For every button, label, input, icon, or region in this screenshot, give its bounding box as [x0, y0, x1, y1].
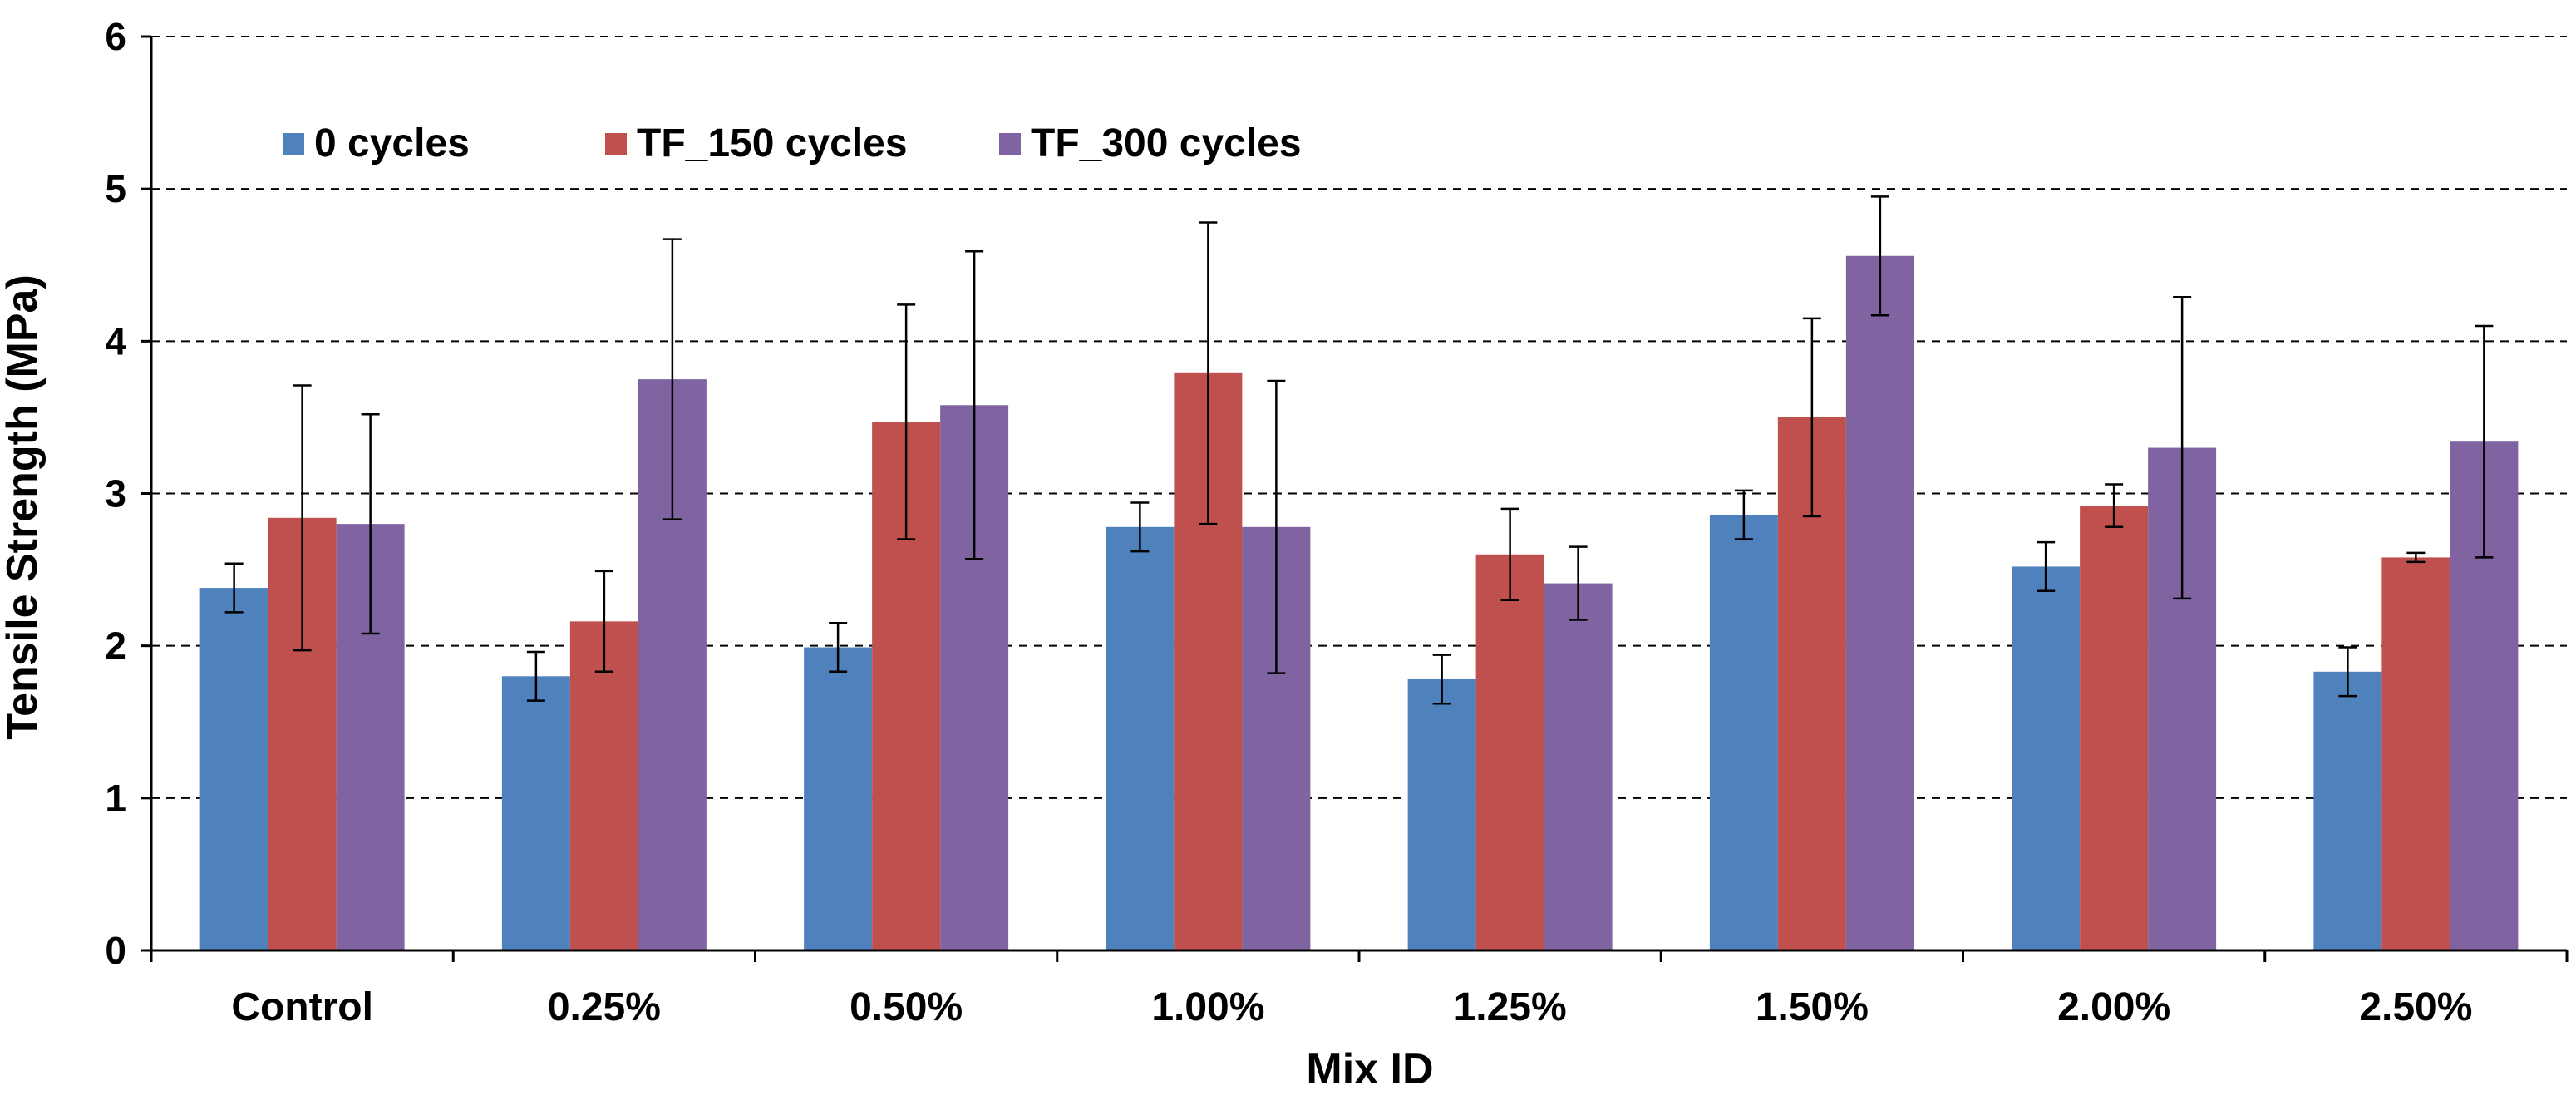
legend: 0 cycles TF_150 cycles TF_300 cycles: [283, 121, 1302, 165]
error-bar-tf-300-cycles-control: [361, 413, 380, 635]
x-tick-label-2-50: 2.50%: [2359, 985, 2472, 1029]
bar-tf-150-cycles-1-25: [1475, 554, 1544, 950]
bar-tf-150-cycles-2-50: [2381, 557, 2450, 950]
y-tick-labels: 0 1 2 3 4 5 6: [105, 15, 126, 972]
error-bar-tf-150-cycles-1-50: [1802, 317, 1821, 518]
error-bar-tf-150-cycles-2-50: [2406, 551, 2426, 564]
error-bar-tf-300-cycles-1-50: [1870, 195, 1889, 317]
y-tick-label-0: 0: [105, 929, 126, 972]
error-bar-0-cycles-1-25: [1432, 654, 1451, 705]
legend-label-0-cycles: 0 cycles: [314, 121, 470, 165]
bar-tf-150-cycles-2-00: [2080, 506, 2149, 950]
legend-label-tf-150-cycles: TF_150 cycles: [637, 121, 908, 165]
error-bar-tf-150-cycles-0-25: [594, 570, 613, 673]
y-tick-label-3: 3: [105, 472, 126, 515]
error-bar-tf-150-cycles-control: [293, 384, 312, 652]
y-tick-label-6: 6: [105, 15, 126, 58]
error-bar-0-cycles-2-50: [2338, 646, 2357, 698]
x-axis-title: Mix ID: [1306, 1045, 1433, 1093]
bar-tf-300-cycles-1-50: [1845, 255, 1914, 950]
error-bar-tf-150-cycles-2-00: [2105, 483, 2124, 529]
bar-0-cycles-2-50: [2313, 671, 2382, 950]
bars: [199, 255, 2519, 951]
legend-swatch-tf-150-cycles: [605, 133, 627, 155]
y-tick-label-4: 4: [105, 319, 126, 363]
bar-0-cycles-0-25: [501, 676, 570, 950]
error-bar-tf-300-cycles-0-25: [662, 238, 682, 520]
error-bar-tf-300-cycles-2-50: [2475, 324, 2494, 559]
bar-0-cycles-2-00: [2012, 566, 2081, 950]
x-tick-label-2-00: 2.00%: [2057, 985, 2170, 1029]
y-tick-label-5: 5: [105, 167, 126, 210]
legend-label-tf-300-cycles: TF_300 cycles: [1031, 121, 1302, 165]
bar-0-cycles-1-25: [1407, 678, 1476, 950]
error-bar-0-cycles-0-25: [526, 650, 545, 702]
legend-swatch-0-cycles: [283, 133, 304, 155]
axes: [141, 35, 2569, 962]
bar-0-cycles-1-00: [1106, 526, 1175, 950]
x-tick-label-control: Control: [231, 985, 373, 1029]
error-bar-0-cycles-1-00: [1130, 501, 1150, 553]
x-tick-label-1-00: 1.00%: [1151, 985, 1264, 1029]
bar-tf-150-cycles-0-25: [569, 621, 638, 950]
error-bar-0-cycles-1-50: [1734, 489, 1753, 540]
bar-0-cycles-1-50: [1709, 515, 1778, 950]
error-bar-tf-150-cycles-0-50: [897, 303, 916, 540]
error-bar-0-cycles-0-50: [829, 621, 848, 673]
error-bar-0-cycles-control: [224, 562, 244, 614]
y-axis-title: Tensile Strength (MPa): [0, 274, 47, 740]
x-tick-label-0-50: 0.50%: [850, 985, 963, 1029]
error-bar-tf-150-cycles-1-25: [1500, 507, 1519, 601]
legend-swatch-tf-300-cycles: [999, 133, 1021, 155]
bar-tf-300-cycles-1-25: [1544, 583, 1613, 950]
error-bar-tf-300-cycles-1-00: [1267, 379, 1286, 674]
y-tick-label-2: 2: [105, 624, 126, 668]
error-bar-tf-300-cycles-2-00: [2173, 295, 2192, 600]
x-tick-labels: Control 0.25% 0.50% 1.00% 1.25% 1.50% 2.00% 2.5…: [231, 985, 2472, 1029]
error-bar-tf-300-cycles-1-25: [1569, 545, 1588, 621]
x-tick-label-1-25: 1.25%: [1454, 985, 1567, 1029]
error-bar-tf-300-cycles-0-50: [965, 250, 984, 560]
x-tick-label-1-50: 1.50%: [1756, 985, 1869, 1029]
error-bar-0-cycles-2-00: [2037, 540, 2056, 592]
error-bar-tf-150-cycles-1-00: [1199, 221, 1218, 525]
x-tick-label-0-25: 0.25%: [548, 985, 661, 1029]
bar-0-cycles-0-50: [804, 647, 873, 950]
y-tick-label-1: 1: [105, 777, 126, 820]
bar-0-cycles-control: [199, 588, 268, 950]
error-bars: [224, 195, 2494, 705]
